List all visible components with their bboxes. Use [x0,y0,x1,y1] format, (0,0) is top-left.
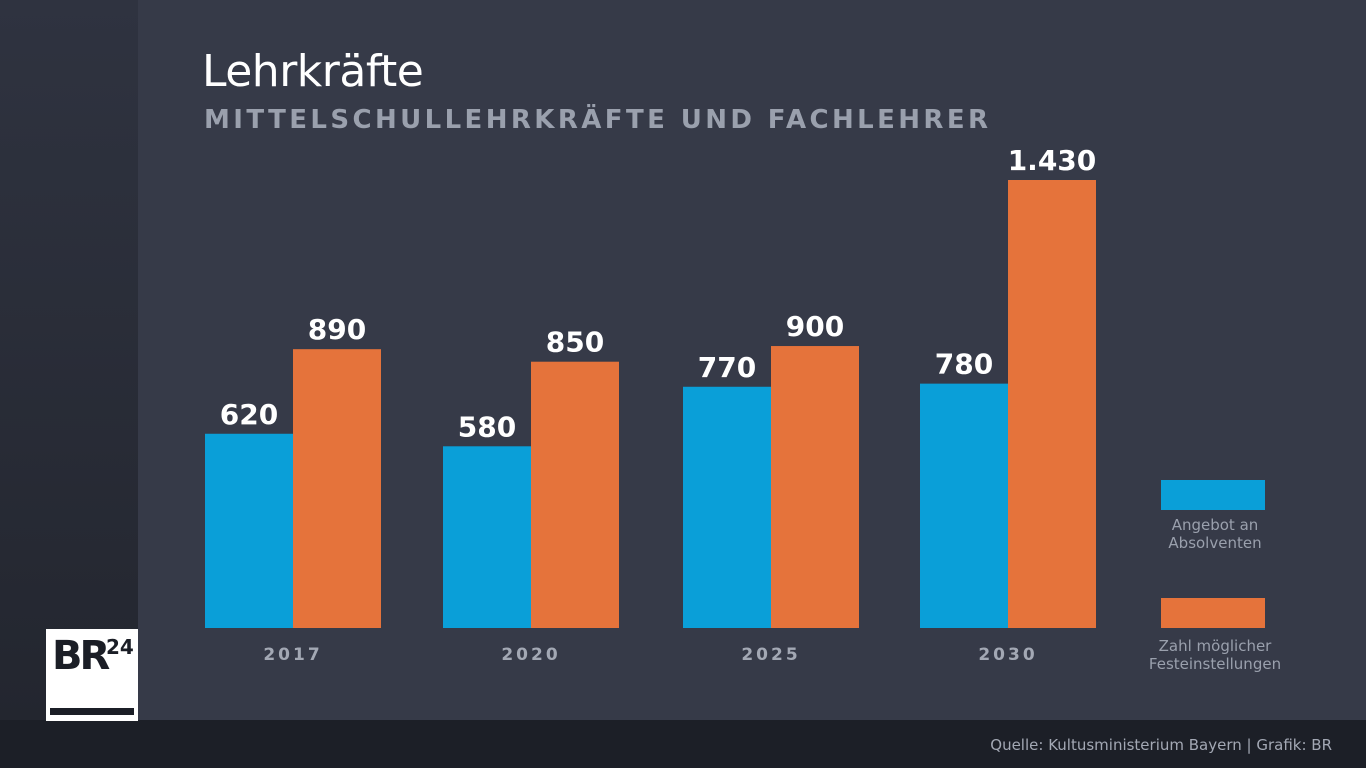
data-label: 850 [546,326,604,359]
bar-2030-festeinstellungen [1008,180,1096,628]
x-tick-label: 2030 [978,645,1037,665]
source-credit: Quelle: Kultusministerium Bayern | Grafi… [990,736,1332,754]
legend-label-absolventen: Angebot an Absolventen [1135,516,1295,552]
legend-swatch-festeinstellungen [1161,598,1265,628]
legend-label-line: Angebot an [1171,516,1259,534]
br24-logo: BR 24 [46,629,138,721]
legend-label-line: Absolventen [1168,534,1262,552]
footer-bar [0,720,1366,768]
data-label: 620 [220,398,278,431]
logo-underline [50,708,134,715]
x-tick-label: 2020 [501,645,560,665]
legend-swatch-absolventen [1161,480,1265,510]
legend-label-festeinstellungen: Zahl möglicher Festeinstellungen [1135,637,1295,673]
logo-text: BR [52,633,110,679]
data-label: 900 [786,310,844,343]
bar-2017-absolventen [205,433,293,628]
bar-2020-festeinstellungen [531,361,619,628]
chart-title: Lehrkräfte [202,46,424,97]
bar-2020-absolventen [443,446,531,628]
data-label: 890 [308,313,366,346]
data-label: 580 [458,410,516,443]
bar-2017-festeinstellungen [293,349,381,628]
bar-2025-absolventen [683,386,771,628]
bar-2030-absolventen [920,383,1008,628]
bar-2025-festeinstellungen [771,346,859,628]
chart-subtitle: MITTELSCHULLEHRKRÄFTE UND FACHLEHRER [204,105,992,135]
legend-label-line: Zahl möglicher [1158,637,1272,655]
x-tick-label: 2025 [741,645,800,665]
legend-label-line: Festeinstellungen [1148,655,1282,673]
left-sidebar-background [0,0,138,722]
x-tick-label: 2017 [263,645,322,665]
logo-superscript: 24 [106,635,134,659]
data-label: 770 [698,351,756,384]
data-label: 780 [935,348,993,381]
data-label: 1.430 [1008,144,1097,177]
